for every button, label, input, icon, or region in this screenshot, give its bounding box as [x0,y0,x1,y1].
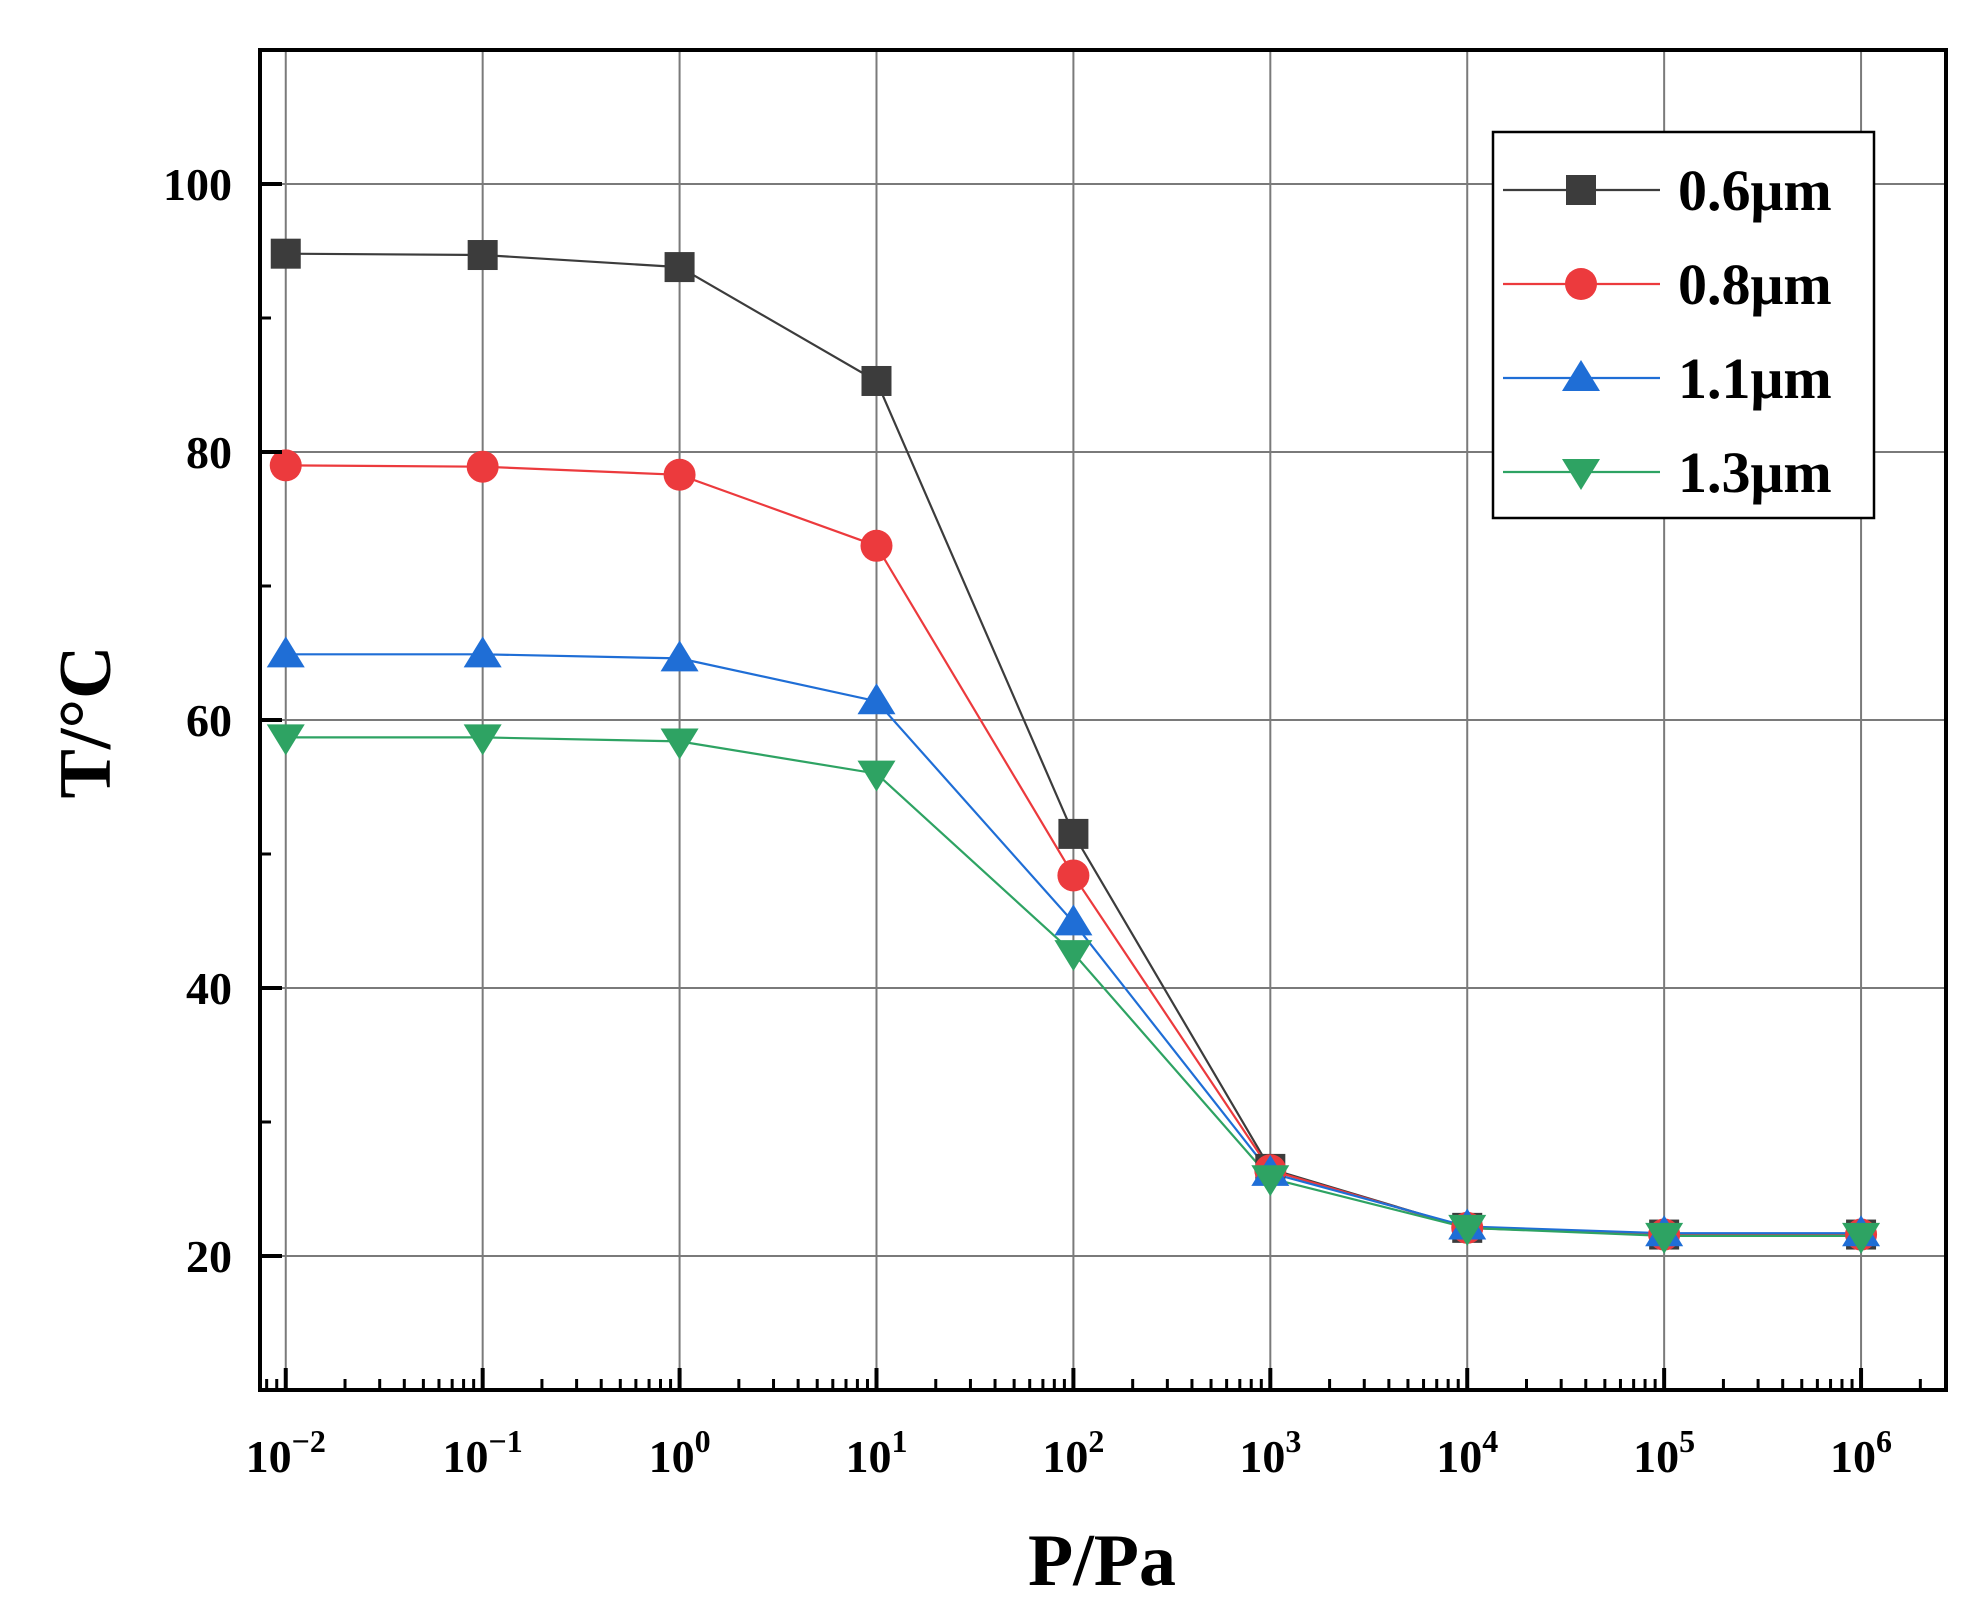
legend-marker [1562,360,1600,391]
legend-label: 0.8μm [1678,252,1832,317]
x-axis-title: P/Pa [1028,1520,1176,1602]
data-point [1448,1214,1487,1246]
x-tick-labels: 10−2 10−1 100 101 102 103 104 105 106 [246,1423,1892,1482]
data-point [463,724,502,756]
data-point [266,636,305,668]
y-tick-label: 100 [163,159,232,210]
x-tick-label: 105 [1633,1423,1695,1482]
data-point [463,636,502,668]
data-point [466,450,499,483]
data-point [660,728,699,760]
y-tick-label: 20 [186,1231,232,1282]
data-point [1054,904,1093,936]
data-point [1842,1222,1881,1254]
data-point [857,683,896,715]
data-point [1645,1222,1684,1254]
x-tick-label: 106 [1830,1423,1892,1482]
data-point [664,252,695,283]
y-axis-title: T/°C [45,646,127,799]
legend-label: 1.3μm [1678,440,1832,505]
data-point [1251,1165,1290,1197]
data-point [860,529,893,562]
series-markers [266,238,1881,1254]
data-point [660,640,699,672]
x-tick-label: 101 [845,1423,907,1482]
data-point [269,449,302,482]
legend-marker [1566,175,1596,205]
legend-label: 0.6μm [1678,158,1832,223]
y-tick-label: 60 [186,695,232,746]
y-tick-label: 80 [186,427,232,478]
axis-ticks [260,182,1922,1390]
data-point [857,760,896,792]
x-tick-label: 100 [649,1423,711,1482]
x-tick-label: 103 [1239,1423,1301,1482]
legend-label: 1.1μm [1678,346,1832,411]
data-point [1058,818,1089,849]
data-point [467,240,498,271]
x-tick-label: 104 [1436,1423,1498,1482]
data-point [1054,940,1093,972]
data-point [663,458,696,491]
legend-box [1491,130,1876,520]
x-tick-label: 102 [1042,1423,1104,1482]
x-tick-label: 10−1 [443,1423,523,1482]
data-point [1057,859,1090,892]
data-point [270,238,301,269]
legend-marker [1565,268,1597,300]
y-tick-labels: 20 40 60 80 100 [163,159,232,1282]
y-tick-label: 40 [186,963,232,1014]
x-tick-label: 10−2 [246,1423,326,1482]
data-point [266,724,305,756]
legend: 0.6μm 0.8μm 1.1μm 1.3μm [1491,130,1876,520]
data-point [861,365,892,396]
legend-marker [1562,459,1600,490]
